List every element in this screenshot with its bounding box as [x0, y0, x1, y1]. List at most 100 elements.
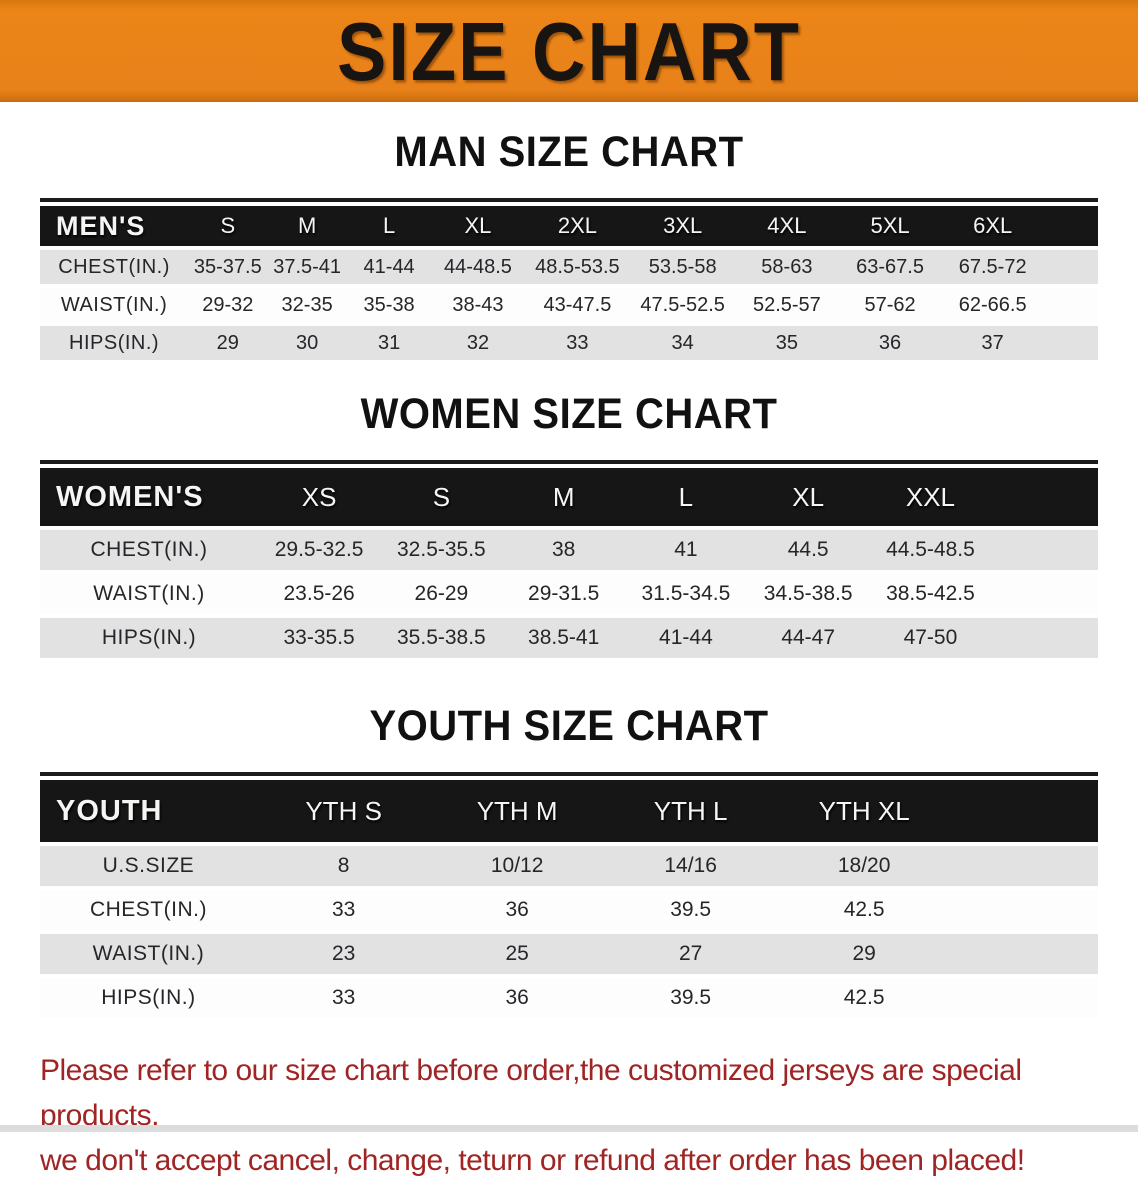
measurement-value: 58-63 — [735, 250, 839, 284]
measurement-label: CHEST(IN.) — [40, 250, 189, 284]
measurement-label: CHEST(IN.) — [40, 530, 258, 570]
measurement-value: 36 — [838, 326, 942, 360]
measurement-value: 42.5 — [777, 890, 951, 930]
measurement-value: 44-48.5 — [431, 250, 525, 284]
measurement-value: 29 — [777, 934, 951, 974]
men-size-column-header: 2XL — [524, 206, 631, 246]
measurement-value: 38.5-42.5 — [869, 574, 992, 614]
row-filler-cell — [1043, 250, 1098, 284]
measurement-value: 10/12 — [430, 846, 604, 886]
youth-section-heading: YOUTH SIZE CHART — [369, 702, 769, 750]
measurement-value: 27 — [603, 934, 778, 974]
youth-size-column-header: YTH M — [430, 780, 604, 842]
measurement-value: 33 — [524, 326, 631, 360]
measurement-label: HIPS(IN.) — [40, 326, 189, 360]
measurement-value: 38.5-41 — [502, 618, 625, 658]
measurement-value: 47.5-52.5 — [630, 288, 736, 322]
measurement-value: 35 — [735, 326, 839, 360]
measurement-value: 25 — [430, 934, 604, 974]
row-filler-cell — [950, 978, 1098, 1018]
measurement-value: 44.5 — [747, 530, 870, 570]
youth-measurement-row: CHEST(IN.) 33 36 39.5 42.5 — [40, 890, 1098, 930]
measurement-value: 23 — [256, 934, 431, 974]
disclaimer-line-1: Please refer to our size chart before or… — [40, 1054, 1022, 1132]
measurement-label: CHEST(IN.) — [40, 890, 257, 930]
measurement-label: WAIST(IN.) — [40, 574, 258, 614]
men-size-table-wrap: MEN'S S M L XL 2XL 3XL 4XL 5XL 6XL CHEST(IN.) 35-37… — [40, 198, 1098, 364]
men-measurement-row: WAIST(IN.) 29-32 32-35 35-38 38-43 43-47.5 47.… — [40, 288, 1098, 322]
men-size-chart-section: MAN SIZE CHART MEN'S S M L XL 2XL 3XL 4XL 5XL 6XL C… — [0, 128, 1138, 364]
measurement-value: 44-47 — [747, 618, 870, 658]
youth-measurement-row: WAIST(IN.) 23 25 27 29 — [40, 934, 1098, 974]
measurement-label: WAIST(IN.) — [40, 934, 257, 974]
row-filler-cell — [950, 846, 1098, 886]
youth-measurement-row: HIPS(IN.) 33 36 39.5 42.5 — [40, 978, 1098, 1018]
measurement-value: 44.5-48.5 — [869, 530, 992, 570]
measurement-value: 35.5-38.5 — [380, 618, 503, 658]
measurement-value: 39.5 — [603, 890, 778, 930]
women-size-table-wrap: WOMEN'S XS S M L XL XXL CHEST(IN.) 29.5-32.5 32.5… — [40, 460, 1098, 662]
measurement-value: 39.5 — [603, 978, 778, 1018]
measurement-value: 18/20 — [777, 846, 951, 886]
measurement-value: 47-50 — [869, 618, 992, 658]
measurement-value: 43-47.5 — [524, 288, 631, 322]
men-size-table: MEN'S S M L XL 2XL 3XL 4XL 5XL 6XL CHEST(IN.) 35-37… — [40, 202, 1098, 364]
youth-header-row: YOUTH YTH S YTH M YTH L YTH XL — [40, 780, 1098, 842]
women-size-chart-section: WOMEN SIZE CHART WOMEN'S XS S M L XL XXL CHEST(I… — [0, 390, 1138, 662]
measurement-label: WAIST(IN.) — [40, 288, 189, 322]
measurement-value: 36 — [430, 890, 604, 930]
measurement-value: 48.5-53.5 — [524, 250, 631, 284]
measurement-value: 29 — [188, 326, 268, 360]
measurement-value: 52.5-57 — [735, 288, 839, 322]
measurement-value: 37 — [941, 326, 1044, 360]
row-filler-cell — [991, 618, 1098, 658]
banner: SIZE CHART — [0, 0, 1138, 102]
men-size-column-header: S — [188, 206, 268, 246]
men-measurement-row: HIPS(IN.) 29 30 31 32 33 34 35 36 37 — [40, 326, 1098, 360]
measurement-value: 42.5 — [777, 978, 951, 1018]
men-size-column-header: 6XL — [941, 206, 1044, 246]
women-size-column-header: XXL — [869, 468, 992, 526]
women-section-heading: WOMEN SIZE CHART — [360, 390, 778, 438]
men-size-column-header: 3XL — [630, 206, 736, 246]
women-group-label: WOMEN'S — [40, 468, 258, 526]
row-filler-cell — [950, 934, 1098, 974]
measurement-value: 57-62 — [838, 288, 942, 322]
measurement-value: 41 — [624, 530, 748, 570]
measurement-value: 32-35 — [267, 288, 347, 322]
header-filler-cell — [1043, 206, 1098, 246]
women-size-column-header: XL — [747, 468, 870, 526]
measurement-value: 26-29 — [380, 574, 503, 614]
men-size-column-header: XL — [431, 206, 525, 246]
men-header-row: MEN'S S M L XL 2XL 3XL 4XL 5XL 6XL — [40, 206, 1098, 246]
women-header-row: WOMEN'S XS S M L XL XXL — [40, 468, 1098, 526]
row-filler-cell — [991, 574, 1098, 614]
men-size-column-header: L — [346, 206, 432, 246]
men-section-heading: MAN SIZE CHART — [394, 128, 744, 176]
youth-size-column-header: YTH S — [256, 780, 431, 842]
women-measurement-row: CHEST(IN.) 29.5-32.5 32.5-35.5 38 41 44.5 44.5… — [40, 530, 1098, 570]
row-filler-cell — [1043, 326, 1098, 360]
youth-size-chart-section: YOUTH SIZE CHART YOUTH YTH S YTH M YTH L YTH … — [0, 702, 1138, 1022]
measurement-value: 31 — [346, 326, 432, 360]
women-size-column-header: M — [502, 468, 625, 526]
row-filler-cell — [950, 890, 1098, 930]
measurement-label: HIPS(IN.) — [40, 978, 257, 1018]
youth-group-label: YOUTH — [40, 780, 257, 842]
measurement-value: 67.5-72 — [941, 250, 1044, 284]
measurement-value: 33-35.5 — [257, 618, 381, 658]
measurement-value: 30 — [267, 326, 347, 360]
men-size-column-header: M — [267, 206, 347, 246]
measurement-value: 29.5-32.5 — [257, 530, 381, 570]
measurement-value: 41-44 — [346, 250, 432, 284]
youth-size-column-header: YTH XL — [777, 780, 951, 842]
men-group-label: MEN'S — [40, 206, 189, 246]
measurement-value: 62-66.5 — [941, 288, 1044, 322]
measurement-value: 32 — [431, 326, 525, 360]
measurement-value: 35-38 — [346, 288, 432, 322]
row-filler-cell — [991, 530, 1098, 570]
header-filler-cell — [950, 780, 1098, 842]
youth-size-table: YOUTH YTH S YTH M YTH L YTH XL U.S.SIZE 8 10/12… — [40, 776, 1098, 1022]
measurement-value: 41-44 — [624, 618, 748, 658]
measurement-value: 29-32 — [188, 288, 268, 322]
